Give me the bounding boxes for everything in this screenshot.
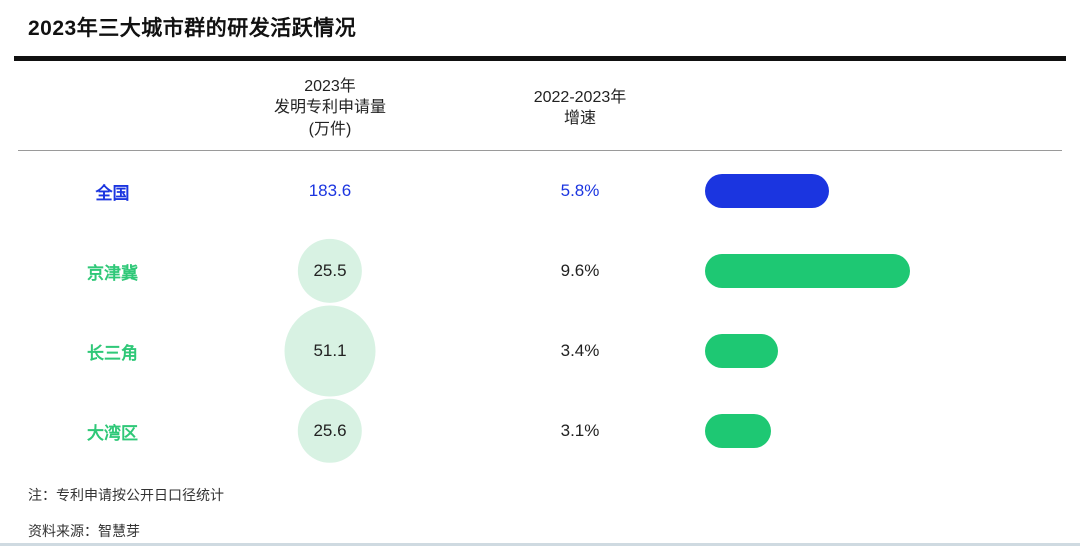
growth-bar [705,334,778,368]
growth-bar-cell [705,391,1066,471]
growth-bar-cell [705,151,1066,231]
table-row: 大湾区 25.6 3.1% [20,391,1066,471]
growth-bar [705,254,911,288]
patents-value-cell: 25.6 [205,391,455,471]
bottom-edge-strip [0,543,1080,546]
column-header-patents: 2023年 发明专利申请量 (万件) [273,78,386,138]
header-divider-line [18,150,1062,151]
page-title: 2023年三大城市群的研发活跃情况 [28,17,357,40]
patents-value-cell: 25.5 [205,231,455,311]
table-body: 全国 183.6 5.8% 京津冀 25.5 9.6% 长三角 [20,151,1066,471]
growth-bar-cell [705,311,1066,391]
patents-bubble [297,398,363,464]
patents-value: 51.1 [313,341,347,360]
data-source: 资料来源：智慧芽 [28,523,140,539]
patents-value: 25.5 [313,261,347,280]
table-row: 长三角 51.1 3.4% [20,305,1066,397]
patents-value: 25.6 [313,421,347,440]
table-header-row: 2023年 发明专利申请量 (万件) 2022-2023年 增速 [20,68,1066,148]
row-label-jingjinji: 京津冀 [87,263,138,283]
growth-value: 5.8% [560,181,600,200]
patents-bubble [297,238,363,304]
table-row: 全国 183.6 5.8% [20,151,1066,231]
row-label-national: 全国 [95,183,130,203]
row-label-yangtze-delta: 长三角 [87,343,138,363]
table-row: 京津冀 25.5 9.6% [20,231,1066,311]
growth-value: 3.4% [560,341,600,360]
footnote: 注：专利申请按公开日口径统计 [28,487,224,503]
growth-value: 3.1% [560,421,600,440]
title-underline-rule [14,56,1066,61]
growth-bar-cell [705,231,1066,311]
row-label-greater-bay-area: 大湾区 [87,423,138,443]
patents-value-cell: 51.1 [205,305,455,397]
growth-bar [705,414,772,448]
growth-value: 9.6% [560,261,600,280]
growth-bar [705,174,830,208]
patents-bubble [284,305,376,397]
patents-value: 183.6 [308,181,352,200]
patents-value-cell: 183.6 [205,151,455,231]
column-header-growth: 2022-2023年 增速 [533,88,627,127]
